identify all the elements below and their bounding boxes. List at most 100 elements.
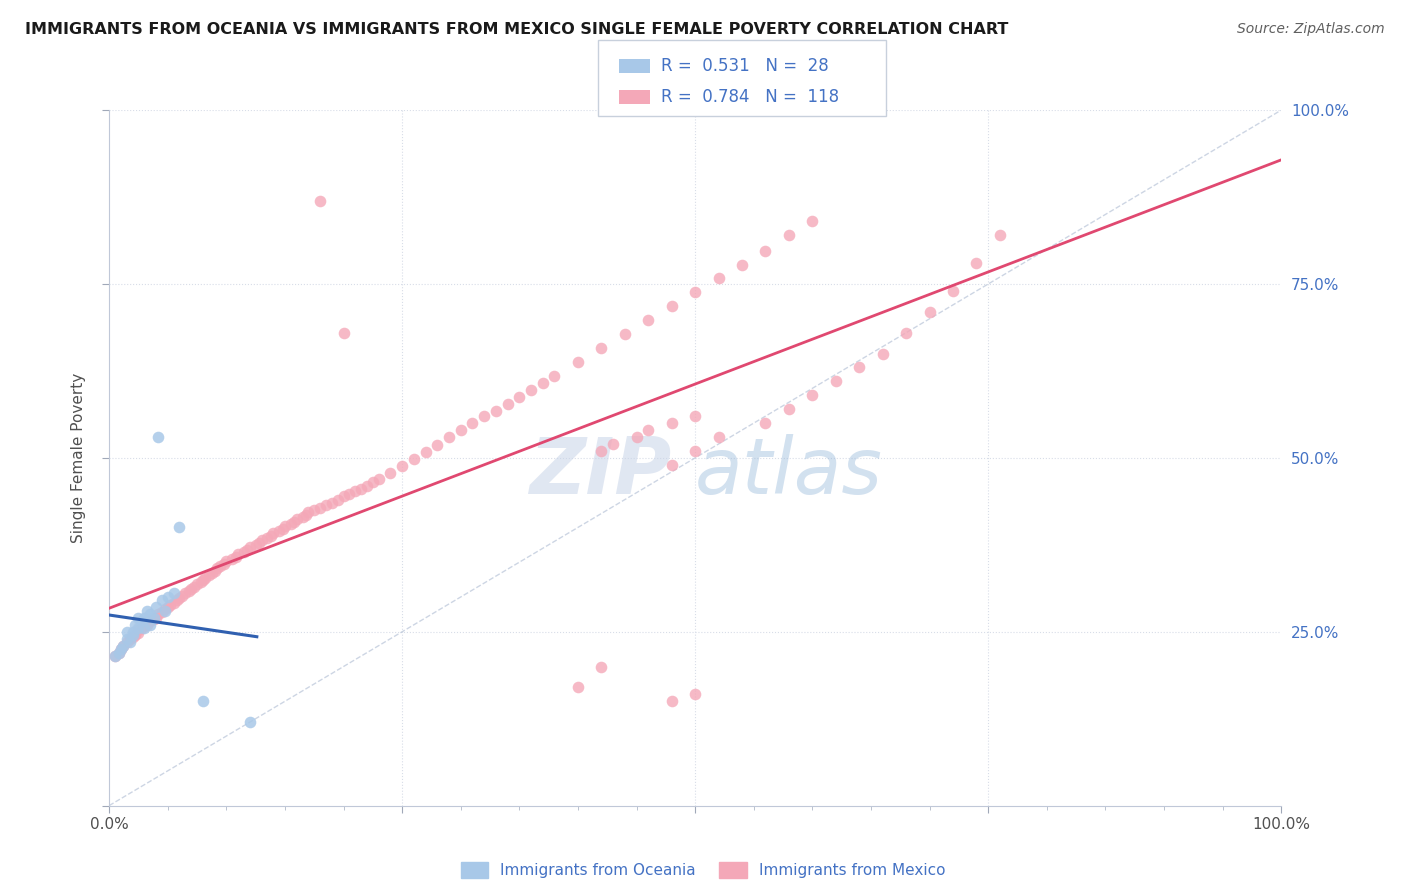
- Text: ZIP: ZIP: [530, 434, 672, 510]
- Point: [824, 375, 846, 389]
- Point: [115, 632, 138, 646]
- Point: [104, 649, 127, 664]
- Point: [174, 586, 197, 600]
- Point: [256, 531, 278, 545]
- Point: [801, 214, 824, 228]
- Point: [274, 519, 297, 533]
- Point: [661, 416, 683, 430]
- Point: [754, 244, 776, 258]
- Point: [139, 607, 162, 622]
- Point: [267, 524, 290, 538]
- Point: [169, 591, 191, 606]
- Point: [942, 284, 965, 298]
- Point: [637, 313, 659, 327]
- Point: [112, 639, 135, 653]
- Point: [239, 715, 262, 730]
- Point: [139, 617, 162, 632]
- Point: [120, 632, 142, 646]
- Point: [291, 510, 314, 524]
- Point: [344, 484, 367, 499]
- Point: [221, 551, 243, 566]
- Point: [437, 430, 460, 444]
- Legend: Immigrants from Oceania, Immigrants from Mexico: Immigrants from Oceania, Immigrants from…: [454, 856, 952, 884]
- Point: [169, 520, 191, 534]
- Point: [191, 694, 214, 708]
- Point: [778, 228, 800, 243]
- Point: [162, 586, 184, 600]
- Point: [262, 526, 284, 541]
- Text: R =  0.531   N =  28: R = 0.531 N = 28: [661, 57, 828, 75]
- Text: Source: ZipAtlas.com: Source: ZipAtlas.com: [1237, 22, 1385, 37]
- Point: [707, 430, 730, 444]
- Point: [661, 694, 683, 708]
- Point: [127, 626, 149, 640]
- Point: [250, 533, 273, 547]
- Point: [104, 649, 127, 664]
- Point: [180, 582, 202, 596]
- Text: R =  0.784   N =  118: R = 0.784 N = 118: [661, 87, 839, 106]
- Point: [315, 498, 337, 512]
- Point: [177, 584, 200, 599]
- Point: [683, 444, 706, 458]
- Point: [321, 496, 343, 510]
- Point: [212, 557, 235, 571]
- Point: [591, 659, 613, 673]
- Point: [201, 566, 224, 580]
- Point: [121, 630, 143, 644]
- Point: [626, 430, 648, 444]
- Point: [683, 687, 706, 701]
- Point: [260, 529, 283, 543]
- Point: [450, 423, 472, 437]
- Point: [283, 515, 305, 529]
- Point: [496, 397, 519, 411]
- Point: [197, 567, 219, 582]
- Point: [166, 593, 188, 607]
- Point: [186, 577, 208, 591]
- Point: [356, 479, 378, 493]
- Point: [142, 612, 165, 626]
- Point: [112, 639, 135, 653]
- Point: [391, 459, 413, 474]
- Point: [778, 402, 800, 417]
- Point: [754, 416, 776, 430]
- Point: [661, 458, 683, 472]
- Point: [155, 602, 177, 616]
- Point: [591, 341, 613, 355]
- Point: [121, 624, 143, 639]
- Point: [215, 554, 238, 568]
- Point: [127, 624, 149, 638]
- Point: [150, 593, 173, 607]
- Point: [731, 258, 754, 272]
- Text: atlas: atlas: [695, 434, 883, 510]
- Point: [127, 611, 149, 625]
- Point: [543, 368, 565, 383]
- Point: [361, 475, 384, 490]
- Point: [894, 326, 917, 340]
- Point: [326, 492, 349, 507]
- Point: [150, 605, 173, 619]
- Point: [159, 599, 181, 613]
- Point: [131, 621, 153, 635]
- Point: [683, 285, 706, 300]
- Point: [226, 547, 249, 561]
- Point: [148, 430, 170, 444]
- Point: [683, 409, 706, 424]
- Point: [415, 445, 437, 459]
- Point: [134, 611, 156, 625]
- Point: [367, 472, 389, 486]
- Point: [209, 558, 232, 573]
- Point: [285, 512, 308, 526]
- Point: [350, 482, 373, 496]
- Point: [602, 437, 624, 451]
- Point: [380, 466, 402, 480]
- Point: [191, 573, 214, 587]
- Point: [139, 615, 162, 629]
- Point: [965, 256, 987, 270]
- Point: [110, 642, 132, 657]
- Point: [247, 535, 270, 549]
- Point: [205, 561, 228, 575]
- Point: [183, 580, 205, 594]
- Point: [135, 617, 157, 632]
- Point: [148, 607, 170, 622]
- Point: [142, 611, 165, 625]
